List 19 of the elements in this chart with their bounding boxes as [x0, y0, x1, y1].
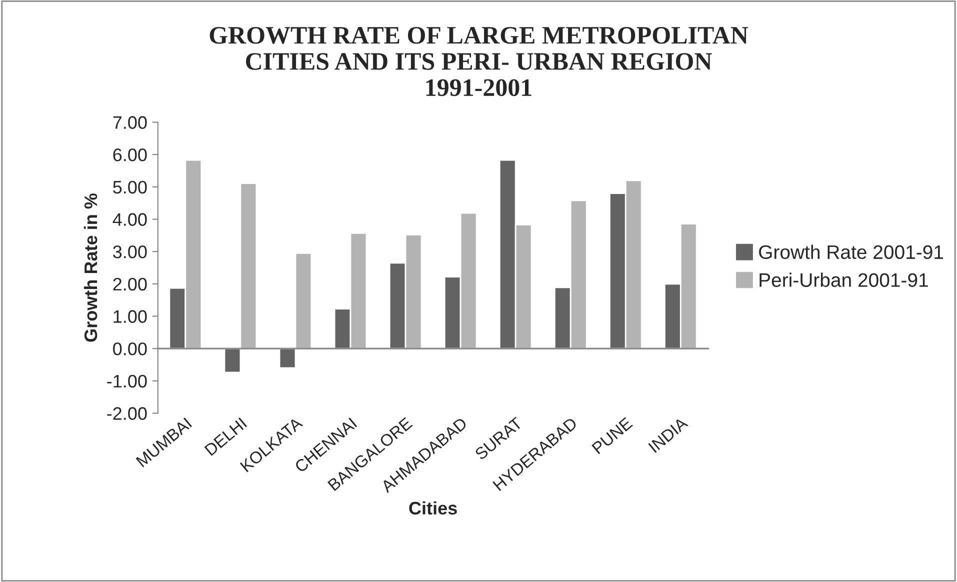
- y-tick-label: 0.00: [113, 342, 147, 356]
- legend-label: Peri-Urban 2001-91: [760, 272, 928, 287]
- y-tick-label: 4.00: [112, 213, 147, 226]
- y-tick-label: 6.00: [113, 148, 147, 162]
- y-tick-label: -1.00: [107, 374, 147, 388]
- y-axis-title: Growth Rate in %: [84, 193, 98, 342]
- y-tick-label: 3.00: [113, 245, 147, 258]
- chart-title: GROWTH RATE OF LARGE METROPOLITAN CITIES AND ITS PERI- URBAN REGION 1991-2001: [210, 26, 748, 96]
- legend-label: Growth Rate 2001-91: [759, 244, 944, 260]
- bar: [278, 348, 296, 369]
- y-tick-label: 5.00: [113, 180, 147, 194]
- y-tick-label: 1.00: [114, 310, 147, 323]
- bar: [294, 252, 312, 350]
- y-tick-label: 7.00: [113, 116, 147, 129]
- bar: [224, 348, 242, 374]
- y-tick-label: 2.00: [113, 278, 147, 291]
- y-tick-label: -2.00: [107, 407, 147, 420]
- bar: [240, 182, 258, 350]
- x-axis-title: Cities: [409, 501, 457, 515]
